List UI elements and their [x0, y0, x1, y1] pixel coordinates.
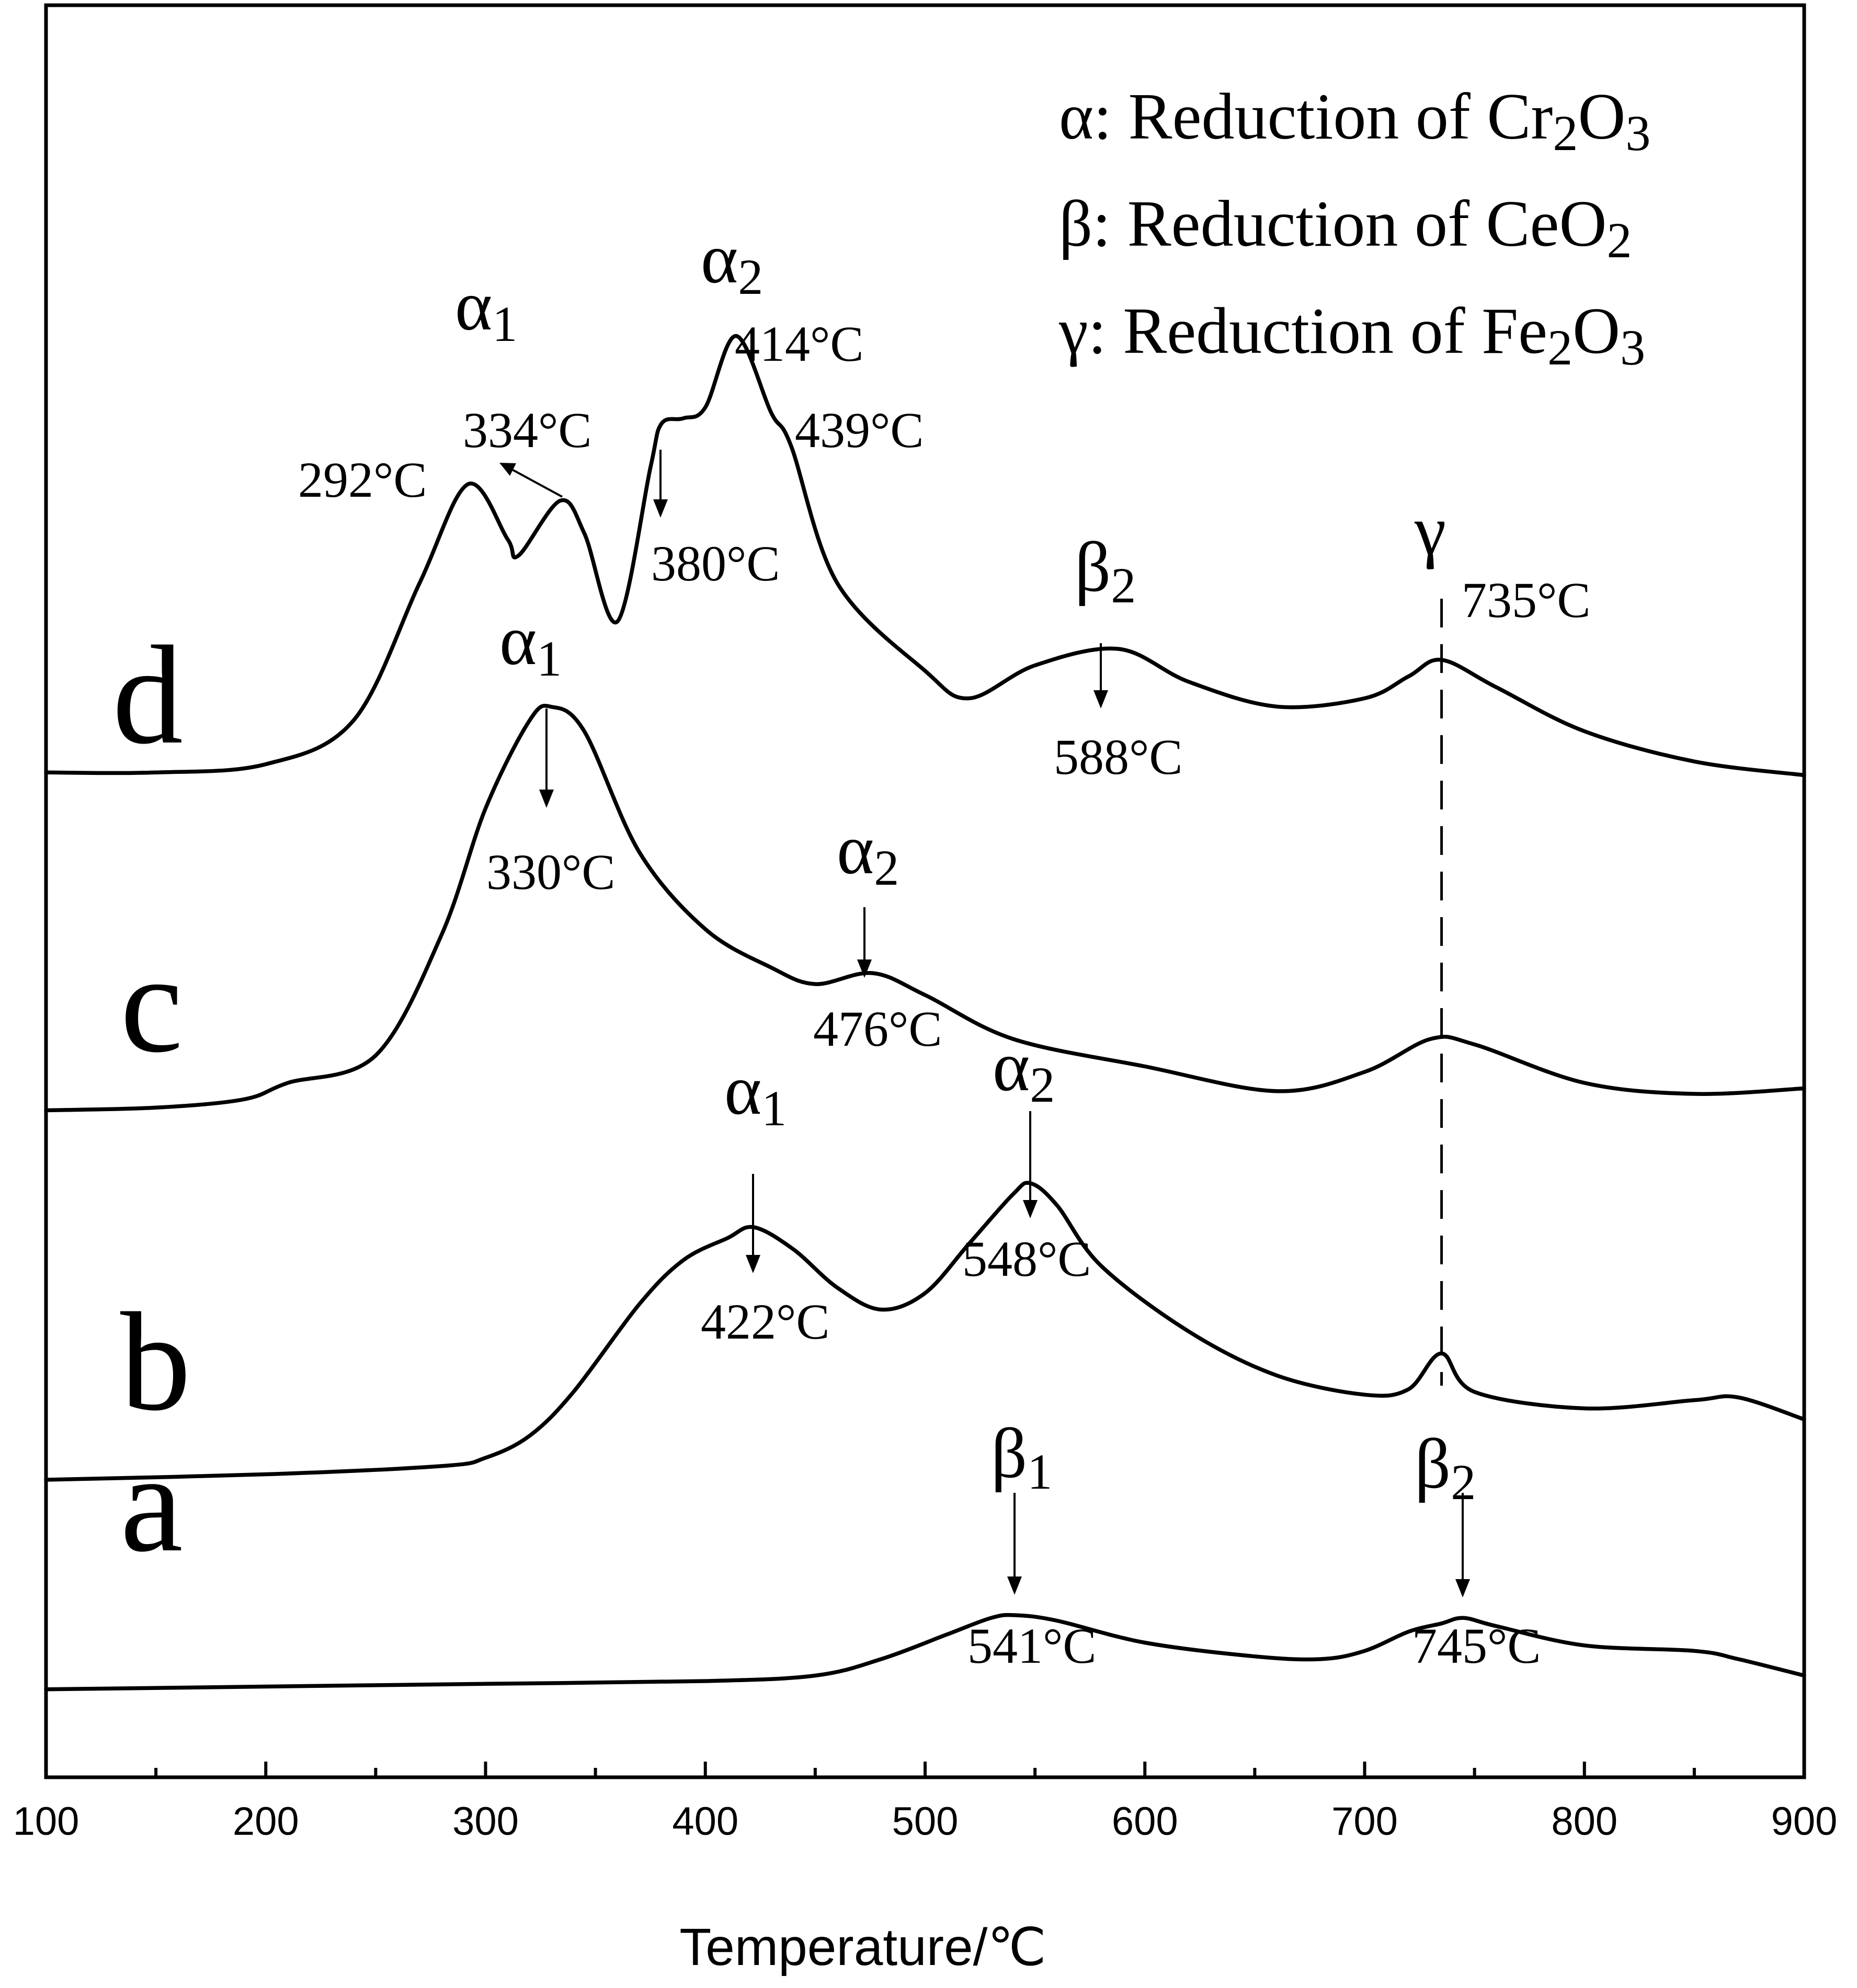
peak-label-a-541: 541°C: [967, 1618, 1096, 1674]
peak-label-d-380: 380°C: [651, 535, 780, 591]
series-b-curve: [44, 1181, 1806, 1482]
x-axis-ticks: 100 200 300 400 500 600 700 800 900: [13, 1762, 1838, 1844]
legend-text-gamma: Reduction of Fe: [1123, 295, 1547, 368]
series-c-curve: [44, 704, 1806, 1113]
peak-arrowhead-b-548: [1023, 1200, 1038, 1218]
legend-entry-gamma: γ: Reduction of Fe2O3: [1058, 295, 1645, 375]
peak-arrow-d-334: [507, 466, 563, 498]
peak-symbol-b-alpha2: α2: [993, 1027, 1055, 1113]
peak-symbol-d-alpha2: α2: [701, 220, 763, 305]
peak-arrowhead-d-588: [1093, 690, 1108, 709]
peak-label-d-292: 292°C: [298, 452, 427, 508]
x-tick-label: 300: [452, 1799, 519, 1844]
legend-symbol-alpha: α: [1059, 81, 1093, 153]
peak-symbol-b-alpha1: α1: [724, 1051, 787, 1136]
peak-arrowhead-b-422: [746, 1255, 760, 1273]
peak-arrowhead-c-476: [857, 959, 872, 978]
peak-symbol-d-alpha1: α1: [455, 267, 517, 352]
peak-symbol-c-alpha1: α1: [499, 601, 562, 687]
peak-label-d-588: 588°C: [1054, 729, 1182, 785]
x-tick-label: 500: [892, 1799, 959, 1844]
legend-entry-beta: β: Reduction of CeO2: [1059, 188, 1632, 268]
x-tick-label: 900: [1771, 1799, 1838, 1844]
x-tick-label: 100: [13, 1799, 79, 1844]
peak-arrowhead-a-745: [1455, 1579, 1470, 1597]
peak-label-a-745: 745°C: [1412, 1618, 1541, 1674]
peak-symbol-a-beta2: β2: [1415, 1425, 1476, 1510]
peak-label-d-414: 414°C: [735, 316, 863, 372]
peak-label-d-735: 735°C: [1462, 572, 1590, 628]
peak-label-d-439: 439°C: [795, 402, 924, 458]
peak-label-b-548: 548°C: [962, 1231, 1091, 1287]
peak-label-c-330: 330°C: [486, 844, 615, 900]
peak-arrowhead-d-334: [499, 463, 516, 476]
x-axis-title: Temperature/℃: [679, 1918, 1046, 1976]
peak-symbol-d-beta2: β2: [1075, 528, 1136, 613]
series-label-d: d: [112, 617, 183, 773]
plot-frame: [44, 3, 1806, 1779]
x-tick-label: 200: [233, 1799, 299, 1844]
series-d-curve: [44, 334, 1806, 778]
legend-text-beta: Reduction of CeO: [1127, 188, 1607, 260]
peak-arrowhead-a-541: [1007, 1576, 1022, 1595]
peak-symbol-c-alpha2: α2: [837, 810, 899, 896]
series-a-curve: [44, 1613, 1806, 1692]
peak-arrowhead-d-380: [653, 499, 668, 518]
x-tick-label: 800: [1551, 1799, 1617, 1844]
peak-symbol-d-gamma: γ: [1414, 492, 1446, 570]
legend-entry-alpha: α: Reduction of Cr2O3: [1059, 81, 1650, 161]
x-tick-label: 400: [672, 1799, 738, 1844]
series-label-c: c: [120, 926, 183, 1082]
legend-symbol-gamma: γ: [1058, 295, 1088, 368]
peak-label-b-422: 422°C: [701, 1294, 829, 1350]
x-tick-label: 700: [1331, 1799, 1398, 1844]
peak-symbol-a-beta1: β1: [991, 1414, 1052, 1500]
legend: α: Reduction of Cr2O3 β: Reduction of Ce…: [1058, 81, 1650, 375]
series-label-a: a: [120, 1425, 183, 1581]
series-label-b: b: [120, 1284, 191, 1440]
legend-text-alpha: Reduction of Cr: [1129, 81, 1553, 153]
peak-label-c-476: 476°C: [813, 1001, 942, 1057]
legend-symbol-beta: β: [1059, 188, 1092, 260]
peak-arrowhead-c-330: [539, 790, 554, 808]
x-tick-label: 600: [1112, 1799, 1178, 1844]
peak-label-d-334: 334°C: [463, 402, 591, 458]
